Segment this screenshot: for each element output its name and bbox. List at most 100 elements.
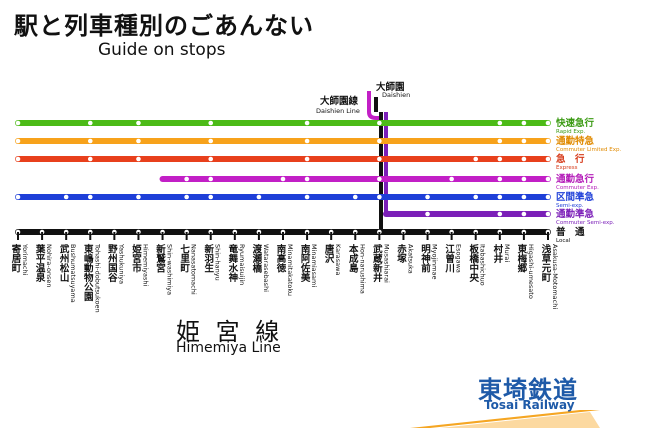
stop-marker [449,176,454,182]
stop-marker [497,194,503,200]
station-name-en: Bushumatsuyama [69,244,77,303]
service-label: 急 行 [556,153,585,165]
station-name: 寄居町 [10,243,22,273]
station-name-en: Murai [503,244,511,262]
station-name-en: Asakusa-Motomachi [551,244,559,309]
stop-marker [377,156,382,162]
stop-marker [497,156,503,162]
stop-marker [208,194,214,200]
service-label-en: Rapid Exp. [556,129,586,135]
stop-marker [377,176,382,182]
station-name-en: Watarasebashi [262,244,270,292]
stop-marker [304,156,310,162]
station-name-en: Musashiarai [382,244,390,283]
service-label-en: Express [556,165,578,171]
station-name: 竜舞水神 [226,243,238,283]
stop-marker [521,138,527,144]
stop-marker [208,176,214,182]
station-name: 野州国谷 [106,244,119,283]
stop-marker [208,120,214,126]
line-name-en: Himemiya Line [176,340,281,356]
station-name-en: Karasawa [334,244,342,275]
station-name: 東梅郷 [515,243,528,273]
stop-marker [304,138,310,144]
station-name-en: Yorimachi [21,243,29,276]
branch-station-name-en: Daishien [382,91,410,99]
station-name: 七里町 [178,243,190,273]
stop-marker [377,138,382,144]
station-name: 江曽川 [443,243,456,273]
stop-marker [425,211,430,217]
station-name: 新羽生 [202,243,214,272]
stop-marker [304,120,310,126]
stop-marker [136,176,141,182]
stop-marker [497,176,503,182]
stop-marker [425,194,430,200]
stop-marker [15,120,21,126]
brand-logo-text: 東埼鉄道 [478,376,578,404]
service-label-en: Semi-exp. [556,203,584,209]
stop-marker [473,156,479,162]
station-name-en: Higashi-umesato [527,244,535,299]
station-name-en: Ryumaisuijin [238,244,246,285]
station-name: 東嶋動物公園 [82,243,95,302]
station-name: 新鷲宮 [154,243,166,273]
stop-marker [208,138,214,144]
branch-line-name: 大師園線 [320,95,359,107]
branch-line-name-en: Daishien Line [316,107,360,115]
station-name: 赤塚 [395,243,407,264]
stop-marker [377,194,382,200]
station-name: 渡瀬橋 [250,243,262,273]
station-name-en: Esogawa [455,244,463,273]
stop-marker [545,156,551,162]
station-name-en: Nohira-onsen [45,244,53,288]
station-name-en: Itabashichuo [479,244,487,286]
stop-marker [15,138,21,144]
stop-marker [87,194,93,200]
station-name-en: Himemiyashi [141,244,149,286]
station-name: 村井 [491,243,503,264]
stop-marker [63,194,69,200]
stop-marker [545,120,551,126]
station-name-en: Minamitakatoku [286,244,294,296]
stop-marker [304,194,310,200]
stop-marker [545,194,551,200]
stop-marker [521,156,527,162]
stop-marker [208,156,214,162]
stop-marker [521,176,527,182]
station-name-en: Myojinmae [431,244,439,279]
stop-marker [545,211,551,217]
service-label: 通勤特急 [556,135,595,147]
service-label: 快速急行 [556,117,595,129]
station-name: 唐沢 [323,243,335,264]
service-label-en: Commuter Exp. [556,185,599,191]
station-name: 南阿佐美 [299,243,312,283]
service-label: 通勤準急 [556,208,595,220]
brand-logo-text-en: Tosai Railway [484,398,575,412]
stop-marker [15,194,21,200]
stop-marker [497,211,503,217]
station-name: 本成島 [347,243,359,273]
service-label-en: Commuter Semi-exp. [556,220,615,226]
station-name-en: Tohashi-dobutsukoen [93,243,101,313]
line-name: 姫 宮 線 [176,318,284,346]
station-name-en: Minamiasami [310,244,318,287]
stop-marker [136,120,141,126]
stop-marker [497,120,503,126]
station-name: 武蔵新井 [371,243,383,283]
stop-marker [87,156,93,162]
station-name: 板橋中央 [467,243,479,283]
page-subtitle: Guide on stops [98,40,226,60]
stop-marker [352,194,358,200]
service-label-en: Local [556,238,571,244]
brand-swoosh-orange [440,412,600,428]
stop-marker [136,156,141,162]
service-label: 区間準急 [556,191,595,203]
stop-marker [184,176,189,182]
service-label-en: Commuter Limited Exp. [556,147,621,153]
stop-marker [521,120,527,126]
station-name: 浅草元町 [540,243,552,283]
stop-marker [473,194,479,200]
stop-marker [136,194,141,200]
